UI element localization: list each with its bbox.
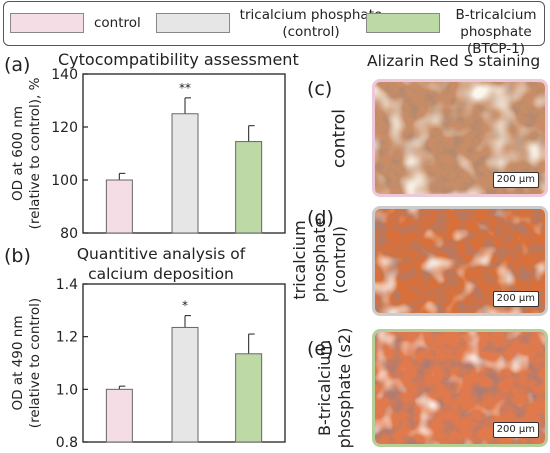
panel-letter-a: (a)	[4, 54, 31, 76]
legend-label-btcp: B-tricalcium phosphate (BTCP-1)	[455, 7, 537, 57]
chart-a-ylabel-line: (relative to control), %	[27, 77, 43, 229]
chart-b-bar	[171, 326, 199, 443]
panel-letter-e: (e)	[307, 338, 334, 360]
chart-a-ytick-label: 100	[51, 173, 78, 189]
chart-a-bar	[171, 113, 199, 234]
chart-b-frame	[82, 283, 286, 443]
staining-label-c: control	[329, 109, 350, 168]
staining-image-d: 200 µm	[372, 206, 548, 316]
chart-a-ytick-label: 120	[51, 120, 78, 136]
legend-swatch-control	[10, 13, 84, 33]
chart-a-ytick-label: 140	[51, 67, 78, 83]
chart-b-ylabel-line: (relative to control)	[27, 298, 43, 428]
chart-a-significance: **	[179, 81, 191, 95]
chart-b-bar	[235, 353, 263, 443]
legend-swatch-btcp	[366, 13, 440, 33]
staining-title: Alizarin Red S staining	[367, 52, 541, 70]
scalebar-c: 200 µm	[492, 172, 539, 188]
panel-letter-b: (b)	[4, 245, 31, 267]
legend-label-tcp: tricalcium phosphate (control)	[239, 7, 383, 40]
panel-letter-c: (c)	[307, 78, 333, 100]
chart-a-ytick-label: 80	[60, 226, 78, 242]
staining-image-e: 200 µm	[372, 329, 548, 447]
chart-a-bar	[235, 141, 263, 234]
legend: control tricalcium phosphate (control) B…	[3, 1, 545, 57]
chart-b-ytick-label: 1.2	[56, 330, 78, 346]
chart-b-significance: *	[182, 299, 188, 313]
chart-b-ylabel-line: OD at 490 nm	[10, 316, 26, 411]
legend-swatch-tcp	[156, 13, 230, 33]
chart-b-ytick-label: 1.0	[56, 382, 78, 398]
staining-label-d: tricalcium phosphate (control)	[290, 217, 349, 303]
staining-label-e: B-tricalcium phosphate (s2)	[315, 327, 354, 449]
chart-a-title: Cytocompatibility assessment	[58, 50, 299, 69]
chart-b-ytick-label: 0.8	[56, 435, 78, 451]
chart-b-title: Quantitive analysis of calcium depositio…	[76, 245, 246, 283]
scalebar-d: 200 µm	[492, 291, 539, 307]
panel-letter-d: (d)	[307, 207, 334, 229]
legend-label-control: control	[94, 15, 141, 31]
chart-a-frame	[82, 73, 286, 234]
chart-b-bar	[105, 388, 133, 443]
chart-a-ylabel-line: OD at 600 nm	[10, 106, 26, 201]
scalebar-e: 200 µm	[492, 422, 539, 438]
staining-texture-c	[375, 82, 545, 194]
staining-image-c: 200 µm	[372, 79, 548, 197]
chart-a-bar	[105, 179, 133, 234]
